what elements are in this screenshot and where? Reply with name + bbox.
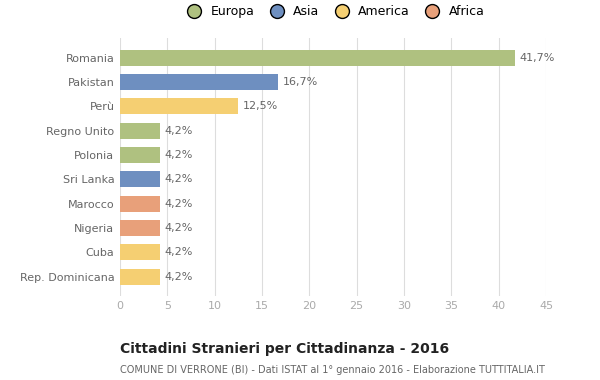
- Text: 12,5%: 12,5%: [243, 101, 278, 111]
- Text: 4,2%: 4,2%: [164, 174, 193, 184]
- Bar: [120, 74, 278, 90]
- Text: 4,2%: 4,2%: [164, 247, 193, 257]
- Bar: [120, 123, 160, 139]
- Text: 4,2%: 4,2%: [164, 223, 193, 233]
- Text: Cittadini Stranieri per Cittadinanza - 2016: Cittadini Stranieri per Cittadinanza - 2…: [120, 342, 449, 356]
- Bar: [120, 196, 160, 212]
- Text: 41,7%: 41,7%: [520, 53, 555, 63]
- Text: 4,2%: 4,2%: [164, 126, 193, 136]
- Text: 4,2%: 4,2%: [164, 150, 193, 160]
- Bar: [120, 171, 160, 187]
- Text: COMUNE DI VERRONE (BI) - Dati ISTAT al 1° gennaio 2016 - Elaborazione TUTTITALIA: COMUNE DI VERRONE (BI) - Dati ISTAT al 1…: [120, 365, 545, 375]
- Bar: [120, 50, 515, 66]
- Bar: [120, 269, 160, 285]
- Bar: [120, 98, 238, 114]
- Bar: [120, 220, 160, 236]
- Bar: [120, 244, 160, 260]
- Text: 4,2%: 4,2%: [164, 272, 193, 282]
- Text: 4,2%: 4,2%: [164, 199, 193, 209]
- Legend: Europa, Asia, America, Africa: Europa, Asia, America, Africa: [182, 5, 484, 19]
- Bar: [120, 147, 160, 163]
- Text: 16,7%: 16,7%: [283, 77, 318, 87]
